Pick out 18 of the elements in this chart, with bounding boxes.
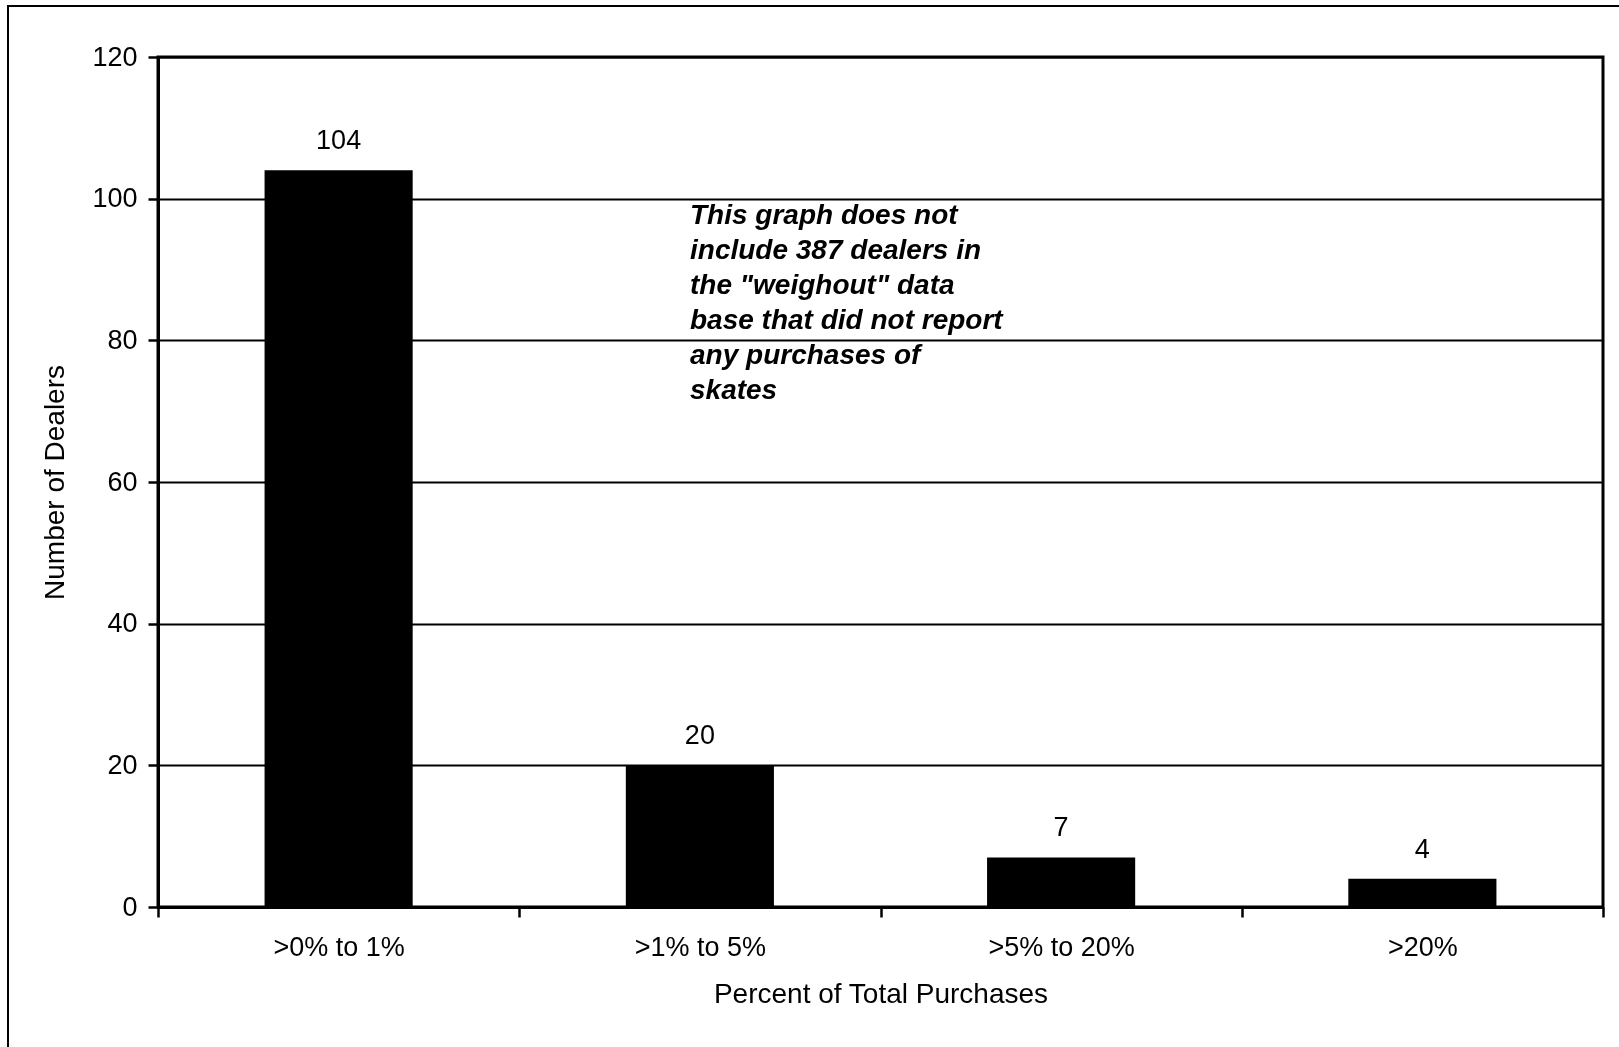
y-tick-label: 40: [107, 608, 138, 639]
data-label: 104: [316, 125, 362, 156]
x-tick-label: >0% to 1%: [273, 931, 405, 962]
y-tick-label: 0: [122, 891, 138, 922]
data-label: 20: [684, 720, 715, 751]
y-tick-label: 20: [107, 749, 138, 780]
y-tick-label: 120: [92, 41, 138, 72]
x-tick-label: >1% to 5%: [634, 931, 767, 962]
data-label: 7: [1053, 812, 1069, 843]
x-axis-title: Percent of Total Purchases: [713, 977, 1049, 1009]
y-axis-title: Number of Dealers: [39, 365, 71, 600]
x-tick-label: >5% to 20%: [988, 931, 1135, 962]
y-tick-label: 80: [107, 324, 138, 355]
x-tick-label: >20%: [1387, 931, 1458, 962]
annotation: This graph does not include 387 dealers in the "weighout" data base that did not report any purchases of skates: [690, 199, 1005, 405]
y-tick-label: 100: [92, 183, 138, 214]
data-label: 4: [1414, 833, 1430, 864]
y-tick-label: 60: [107, 466, 138, 497]
